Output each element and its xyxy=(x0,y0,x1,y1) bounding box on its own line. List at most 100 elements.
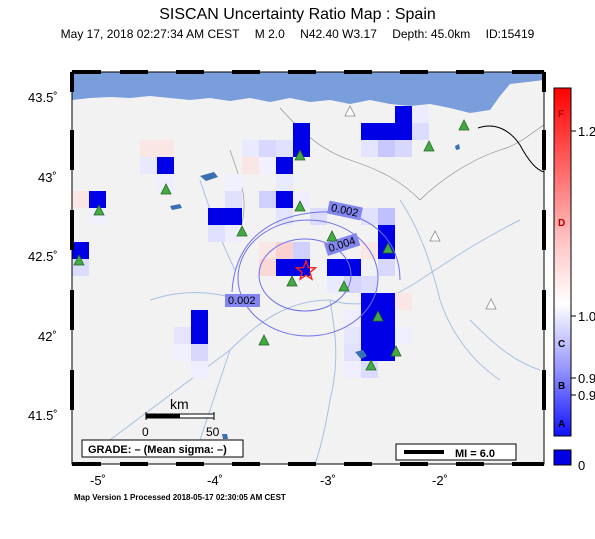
frame-tick xyxy=(120,70,148,74)
border-line xyxy=(477,125,544,173)
uncertainty-cell xyxy=(344,310,361,327)
lon-labels: -5˚ -4˚ -3˚ -2˚ xyxy=(90,473,448,488)
station-icon xyxy=(236,225,248,237)
sea-area xyxy=(72,72,544,113)
uncertainty-cell xyxy=(225,208,242,225)
frame-tick xyxy=(400,70,428,74)
reservoirs xyxy=(170,144,460,439)
frame-tick xyxy=(542,370,546,410)
grade-letter: D xyxy=(558,218,565,229)
uncertainty-cell xyxy=(361,276,378,293)
station-icon xyxy=(485,298,497,310)
uncertainty-cell xyxy=(293,123,310,140)
scale-bar: km 0 50 xyxy=(142,396,220,439)
mi-legend: MI = 6.0 xyxy=(395,443,517,461)
uncertainty-cell xyxy=(259,157,276,174)
scale-bar-start: 0 xyxy=(142,425,149,439)
uncertainty-cell xyxy=(395,293,412,310)
frame-tick xyxy=(176,70,204,74)
uncertainty-cell xyxy=(310,208,327,225)
uncertainty-cell xyxy=(361,123,378,140)
station-icon xyxy=(294,200,306,212)
uncertainty-cell xyxy=(242,140,259,157)
uncertainty-cell xyxy=(72,191,89,208)
uncertainty-cell xyxy=(157,157,174,174)
grade-text: GRADE: – (Mean sigma: –) xyxy=(88,444,227,456)
frame-tick xyxy=(400,462,428,466)
uncertainty-cell xyxy=(361,327,378,344)
uncertainty-cell xyxy=(225,174,242,191)
uncertainty-cell xyxy=(89,191,106,208)
frame-tick xyxy=(456,462,484,466)
lon-label: -2˚ xyxy=(432,473,448,488)
map-title: SISCAN Uncertainty Ratio Map : Spain xyxy=(159,6,436,23)
colorbar-value: 0.9 xyxy=(578,371,595,386)
uncertainty-cell xyxy=(276,174,293,191)
grade-letter: F xyxy=(558,109,564,120)
uncertainty-cell xyxy=(276,140,293,157)
uncertainty-cell xyxy=(412,123,429,140)
uncertainty-cell xyxy=(276,259,293,276)
colorbar-value: 1.0 xyxy=(578,309,595,324)
frame-tick xyxy=(176,462,204,466)
event-id: ID:15419 xyxy=(485,27,535,41)
frame-tick xyxy=(512,70,544,74)
station-icon xyxy=(338,280,350,292)
map-frame xyxy=(70,70,546,466)
lat-label: 43.5˚ xyxy=(28,90,58,105)
uncertainty-cell xyxy=(361,208,378,225)
event-info: May 17, 2018 02:27:34 AM CEST M 2.0 N42.… xyxy=(0,27,595,41)
uncertainty-cell xyxy=(157,140,174,157)
uncertainty-contours xyxy=(231,211,401,337)
station-icon xyxy=(286,275,298,287)
uncertainty-cell xyxy=(378,327,395,344)
lon-label: -5˚ xyxy=(90,473,106,488)
event-magnitude: M 2.0 xyxy=(254,27,285,41)
uncertainty-cell xyxy=(174,344,191,361)
uncertainty-cell xyxy=(276,157,293,174)
event-date: May 17, 2018 02:27:34 AM CEST xyxy=(60,27,240,41)
uncertainty-cell xyxy=(208,208,225,225)
uncertainty-cell xyxy=(344,361,361,378)
lat-label: 42˚ xyxy=(38,329,57,344)
uncertainty-cell xyxy=(378,225,395,242)
frame-tick xyxy=(232,70,260,74)
uncertainty-cell xyxy=(378,123,395,140)
frame-tick xyxy=(70,210,74,250)
station-icon xyxy=(458,119,470,131)
station-icon xyxy=(390,345,402,357)
lat-label: 42.5˚ xyxy=(28,249,58,264)
frame-tick xyxy=(70,130,74,170)
uncertainty-cell xyxy=(412,106,429,123)
frame-tick xyxy=(120,462,148,466)
uncertainty-cell xyxy=(378,344,395,361)
uncertainty-cell xyxy=(378,310,395,327)
uncertainty-cell xyxy=(225,225,242,242)
frame-tick xyxy=(72,70,101,74)
colorbar-value: 0 xyxy=(578,458,585,473)
uncertainty-cell xyxy=(378,208,395,225)
station-icon xyxy=(423,140,435,152)
frame-tick xyxy=(542,210,546,250)
contour-label-box xyxy=(225,294,260,307)
frame-tick xyxy=(232,462,260,466)
uncertainty-cell xyxy=(259,140,276,157)
station-icon xyxy=(382,242,394,254)
mi-text: MI = 6.0 xyxy=(455,448,495,460)
contour-label: 0.002 xyxy=(228,295,256,307)
processing-footer: Map Version 1 Processed 2018-05-17 02:30… xyxy=(74,493,286,502)
event-depth: Depth: 45.0km xyxy=(392,27,471,41)
station-icon xyxy=(160,183,172,195)
station-icon xyxy=(365,359,377,371)
uncertainty-cell xyxy=(378,140,395,157)
station-icon xyxy=(73,254,85,266)
uncertainty-cell xyxy=(259,242,276,259)
scale-bar-title: km xyxy=(170,396,189,412)
colorbar: F D C B A 1.2 1.0 0.9 0.9 0 xyxy=(553,87,595,473)
lat-labels: 43.5˚ 43˚ 42.5˚ 42˚ 41.5˚ xyxy=(28,90,58,423)
uncertainty-cell xyxy=(191,310,208,327)
uncertainty-cell xyxy=(242,157,259,174)
frame-tick xyxy=(288,462,316,466)
uncertainty-cell xyxy=(259,191,276,208)
